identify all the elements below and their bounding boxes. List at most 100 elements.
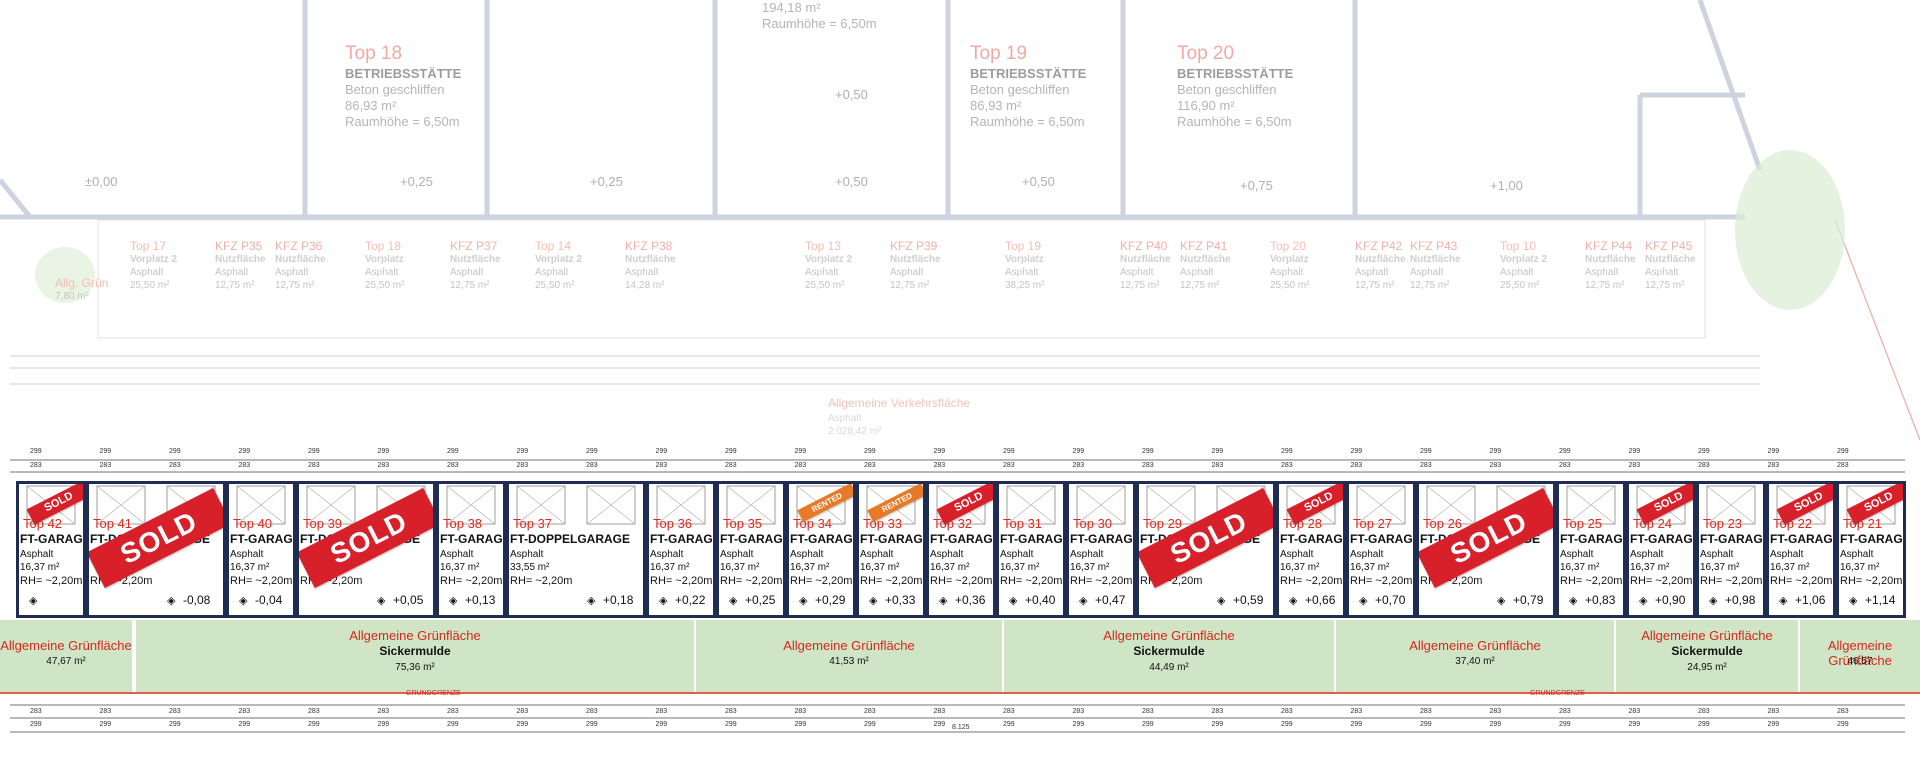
total-dimension: 8.125	[952, 724, 970, 731]
forecourt-use: Nutzfläche	[890, 254, 941, 265]
garage-number: Top 34	[793, 516, 833, 531]
garage-unit[interactable]: Top 25 FT-GARAGE Asphalt 16,37 m² RH= ~2,20m…	[1556, 481, 1626, 618]
garage-material: Asphalt	[1700, 549, 1734, 560]
level-marker-icon: ◈	[1569, 595, 1578, 607]
garage-unit[interactable]: Top 41FT-DOPPELGARAGEAsphaltRH= ~2,20m-0…	[86, 481, 226, 618]
garage-unit[interactable]: Top 27 FT-GARAGE Asphalt 16,37 m² RH= ~2,20m…	[1346, 481, 1416, 618]
dimension-label: 283	[308, 462, 320, 469]
garage-material: Asphalt	[930, 549, 964, 560]
garage-unit[interactable]: Top 21 FT-GARAGE Asphalt 16,37 m² RH= ~2,20m…	[1836, 481, 1906, 618]
garage-unit[interactable]: Top 31 FT-GARAGE Asphalt 16,37 m² RH= ~2,20m…	[996, 481, 1066, 618]
forecourt-mat: Asphalt	[535, 267, 569, 278]
garage-unit[interactable]: Top 35 FT-GARAGE Asphalt 16,37 m² RH= ~2,20m…	[716, 481, 786, 618]
dimension-label: 283	[1628, 708, 1641, 715]
level-marker-icon: ◈	[587, 595, 596, 607]
dimension-label: 299	[99, 448, 112, 455]
garage-unit[interactable]: Top 37 FT-DOPPELGARAGE Asphalt 33,55 m² RH= …	[506, 481, 646, 618]
garage-number: Top 29	[1143, 516, 1183, 531]
forecourt-area: 12,75 m²	[1645, 280, 1685, 291]
green-area: Allgemeine Grünfläche Sickermulde 24,95 m²	[1616, 620, 1798, 692]
green-area: Allgemeine Grünfläche 47,67 m²	[0, 620, 132, 692]
dimension-label: 283	[864, 462, 876, 469]
garage-unit[interactable]: Top 42 FT-GARAGE Asphalt 16,37 m² RH= ~2,20m…	[16, 481, 86, 618]
forecourt-cell: KFZ P41 Nutzfläche Asphalt 12,75 m²	[1180, 240, 1231, 356]
dimension-label: 283	[516, 462, 529, 469]
garage-unit[interactable]: Top 28 FT-GARAGE Asphalt 16,37 m² RH= ~2,20m…	[1276, 481, 1346, 618]
forecourt-mat: Asphalt	[130, 267, 164, 278]
dimension-label: 299	[1420, 448, 1432, 455]
forecourt-top: KFZ P37	[450, 239, 498, 253]
dimension-label: 299	[864, 448, 876, 455]
garage-door-symbol	[719, 484, 783, 530]
garage-area: 16,37 m²	[1630, 562, 1670, 573]
garage-unit[interactable]: Top 24 FT-GARAGE Asphalt 16,37 m² RH= ~2,20m…	[1626, 481, 1696, 618]
garage-area: 16,37 m²	[1280, 562, 1320, 573]
dimension-label: 283	[1837, 462, 1849, 469]
dimension-label: 283	[1211, 708, 1224, 715]
dimension-label: 299	[1767, 721, 1780, 728]
garage-height: RH= ~2,20m	[1280, 575, 1343, 587]
dimension-label: 299	[516, 721, 529, 728]
room-height: Raumhöhe = 6,50m	[762, 16, 877, 31]
green-area-sub: Sickermulde	[1671, 644, 1743, 658]
garage-height: RH= ~2,20m	[1070, 575, 1133, 587]
garage-level: +0,66	[1305, 593, 1336, 607]
garage-height: RH= ~2,20m	[790, 575, 853, 587]
garage-height: RH= ~2,20m	[930, 575, 993, 587]
dimension-label: 299	[655, 721, 668, 728]
garage-unit[interactable]: Top 39FT-DOPPELGARAGEAsphaltRH= ~2,20m+0…	[296, 481, 436, 618]
room-top-19: Top 19 BETRIEBSSTÄTTE Beton geschliffen …	[970, 42, 1086, 130]
garage-unit[interactable]: Top 22 FT-GARAGE Asphalt 16,37 m² RH= ~2,20m…	[1766, 481, 1836, 618]
garage-unit[interactable]: Top 40 FT-GARAGE Asphalt 16,37 m² RH= ~2,20m…	[226, 481, 296, 618]
garage-unit[interactable]: Top 38 FT-GARAGE Asphalt 16,37 m² RH= ~2,20m…	[436, 481, 506, 618]
dimension-label: 283	[1281, 462, 1293, 469]
room-partial: 194,18 m² Raumhöhe = 6,50m	[762, 0, 877, 32]
garage-unit[interactable]: Top 26FT-DOPPELGARAGEAsphaltRH= ~2,20m+0…	[1416, 481, 1556, 618]
garage-type: FT-GARAGE	[790, 532, 856, 546]
dimension-label: 283	[1420, 462, 1432, 469]
level-marker: +1,00	[1490, 178, 1523, 193]
green-area-size: 41,53 m²	[829, 656, 869, 667]
dimension-label: 299	[794, 448, 807, 455]
dimension-label: 283	[377, 708, 390, 715]
dimension-label: 299	[1767, 448, 1780, 455]
forecourt-cell: KFZ P43 Nutzfläche Asphalt 12,75 m²	[1410, 240, 1461, 356]
garage-level: +0,70	[1375, 593, 1406, 607]
garage-number: Top 31	[1003, 516, 1043, 531]
room-top-20: Top 20 BETRIEBSSTÄTTE Beton geschliffen …	[1177, 42, 1293, 130]
dimension-label: 283	[308, 708, 320, 715]
green-area-label: Allgemeine Grünfläche	[1827, 638, 1893, 668]
garage-door-symbol	[1699, 484, 1763, 530]
forecourt-cell: Top 10 Vorplatz 2 Asphalt 25,50 m²	[1500, 240, 1547, 356]
dimension-label: 283	[933, 462, 946, 469]
forecourt-use: Nutzfläche	[1585, 254, 1636, 265]
forecourt-mat: Asphalt	[1500, 267, 1534, 278]
dimension-label: 299	[1420, 721, 1432, 728]
garage-number: Top 36	[653, 516, 693, 531]
garage-height: RH= ~2,20m	[860, 575, 923, 587]
garage-unit[interactable]: Top 23 FT-GARAGE Asphalt 16,37 m² RH= ~2,20m…	[1696, 481, 1766, 618]
dimension-label: 283	[99, 462, 112, 469]
garage-door-symbol	[229, 484, 293, 530]
garage-unit[interactable]: Top 33 FT-GARAGE Asphalt 16,37 m² RH= ~2,20m…	[856, 481, 926, 618]
forecourt-cell: KFZ P38 Nutzfläche Asphalt 14,28 m²	[625, 240, 676, 356]
dimension-label: 299	[1559, 721, 1571, 728]
garage-number: Top 38	[443, 516, 483, 531]
forecourt-cell: KFZ P35 Nutzfläche Asphalt 12,75 m²	[215, 240, 266, 356]
dimension-lines-upper	[10, 355, 1760, 385]
garage-door-symbol	[999, 484, 1063, 530]
dimension-label: 299	[447, 448, 459, 455]
garage-unit[interactable]: Top 32 FT-GARAGE Asphalt 16,37 m² RH= ~2,20m…	[926, 481, 996, 618]
garage-unit[interactable]: Top 36 FT-GARAGE Asphalt 16,37 m² RH= ~2,20m…	[646, 481, 716, 618]
forecourt-mat: Asphalt	[1585, 267, 1619, 278]
garage-material: Asphalt	[650, 549, 684, 560]
garage-unit[interactable]: Top 30 FT-GARAGE Asphalt 16,37 m² RH= ~2,20m…	[1066, 481, 1136, 618]
road-edge	[1834, 219, 1920, 441]
forecourt-cell: Allg. Grün 7,80 m²	[55, 277, 108, 393]
forecourt-cell: KFZ P36 Nutzfläche Asphalt 12,75 m²	[275, 240, 326, 356]
garage-unit[interactable]: Top 29FT-DOPPELGARAGEAsphaltRH= ~2,20m+0…	[1136, 481, 1276, 618]
dimension-label: 299	[586, 448, 598, 455]
dimension-label: 299	[586, 721, 598, 728]
garage-unit[interactable]: Top 34 FT-GARAGE Asphalt 16,37 m² RH= ~2,20m…	[786, 481, 856, 618]
forecourt-cell: KFZ P39 Nutzfläche Asphalt 12,75 m²	[890, 240, 941, 356]
